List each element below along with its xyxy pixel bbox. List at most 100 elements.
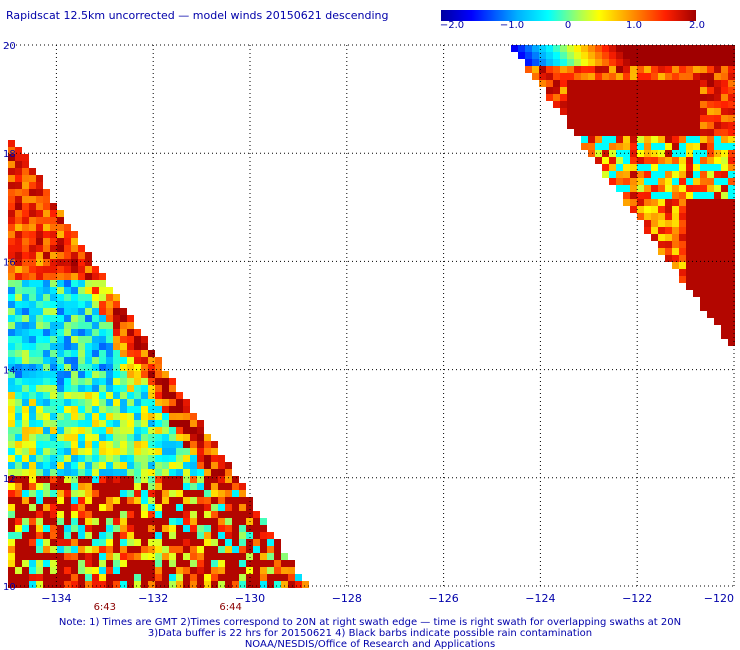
swath-cell	[253, 511, 260, 518]
swath-cell	[43, 203, 50, 210]
swath-cell	[658, 206, 665, 213]
swath-cell	[71, 378, 78, 385]
swath-cell	[232, 567, 239, 574]
swath-cell	[85, 483, 92, 490]
swath-cell	[267, 553, 274, 560]
swath-cell	[616, 66, 623, 73]
swath-cell	[134, 420, 141, 427]
swath-cell	[8, 371, 15, 378]
swath-cell	[637, 66, 644, 73]
swath-cell	[120, 553, 127, 560]
swath-cell	[693, 227, 700, 234]
swath-cell	[169, 448, 176, 455]
swath-cell	[658, 234, 665, 241]
swath-cell	[679, 227, 686, 234]
swath-cell	[92, 483, 99, 490]
swath-cell	[162, 511, 169, 518]
y-tick-label: 14	[3, 366, 16, 377]
swath-cell	[658, 129, 665, 136]
swath-cell	[15, 546, 22, 553]
swath-cell	[155, 483, 162, 490]
swath-cell	[127, 420, 134, 427]
swath-cell	[616, 59, 623, 66]
swath-cell	[57, 399, 64, 406]
swath-cell	[190, 490, 197, 497]
swath-cell	[602, 108, 609, 115]
swath-cell	[700, 213, 707, 220]
swath-cell	[567, 115, 574, 122]
swath-cell	[141, 462, 148, 469]
swath-cell	[630, 80, 637, 87]
swath-cell	[127, 315, 134, 322]
swath-cell	[560, 94, 567, 101]
swath-cell	[162, 504, 169, 511]
swath-cell	[120, 455, 127, 462]
x-tick-label: −130	[235, 592, 265, 605]
swath-cell	[190, 497, 197, 504]
swath-cell	[721, 94, 728, 101]
swath-cell	[714, 276, 721, 283]
swath-cell	[36, 238, 43, 245]
swath-cell	[581, 59, 588, 66]
swath-cell	[218, 532, 225, 539]
swath-cell	[700, 269, 707, 276]
swath-cell	[43, 210, 50, 217]
swath-cell	[148, 378, 155, 385]
swath-cell	[78, 392, 85, 399]
swath-cell	[623, 150, 630, 157]
swath-cell	[106, 308, 113, 315]
swath-cell	[728, 269, 735, 276]
swath-cell	[22, 392, 29, 399]
swath-cell	[106, 581, 113, 588]
swath-cell	[71, 546, 78, 553]
swath-cell	[36, 413, 43, 420]
swath-cell	[651, 227, 658, 234]
swath-cell	[22, 322, 29, 329]
swath-cell	[15, 315, 22, 322]
swath-cell	[64, 357, 71, 364]
swath-cell	[707, 178, 714, 185]
swath-cell	[169, 574, 176, 581]
swath-cell	[721, 192, 728, 199]
swath-cell	[560, 108, 567, 115]
swath-cell	[644, 143, 651, 150]
swath-cell	[721, 171, 728, 178]
swath-cell	[155, 490, 162, 497]
swath-cell	[64, 448, 71, 455]
swath-cell	[204, 462, 211, 469]
swath-cell	[8, 525, 15, 532]
swath-cell	[232, 553, 239, 560]
swath-cell	[57, 315, 64, 322]
swath-cell	[43, 301, 50, 308]
swath-cell	[148, 350, 155, 357]
swath-cell	[679, 248, 686, 255]
swath-cell	[78, 399, 85, 406]
swath-cell	[183, 546, 190, 553]
swath-cell	[106, 357, 113, 364]
swath-cell	[176, 574, 183, 581]
swath-cell	[169, 539, 176, 546]
swath-cell	[71, 294, 78, 301]
swath-cell	[183, 462, 190, 469]
swath-cell	[546, 52, 553, 59]
swath-cell	[714, 227, 721, 234]
swath-cell	[92, 273, 99, 280]
swath-cell	[728, 171, 735, 178]
swath-cell	[721, 206, 728, 213]
swath-cell	[707, 94, 714, 101]
swath-cell	[148, 567, 155, 574]
swath-cell	[43, 245, 50, 252]
swath-cell	[92, 581, 99, 588]
swath-cell	[99, 399, 106, 406]
swath-cell	[609, 129, 616, 136]
swath-cell	[630, 73, 637, 80]
swath-cell	[8, 469, 15, 476]
swath-cell	[29, 567, 36, 574]
swath-cell	[22, 217, 29, 224]
swath-cell	[92, 476, 99, 483]
swath-cell	[29, 189, 36, 196]
swath-cell	[85, 518, 92, 525]
swath-cell	[134, 539, 141, 546]
swath-cell	[211, 469, 218, 476]
swath-cell	[644, 164, 651, 171]
